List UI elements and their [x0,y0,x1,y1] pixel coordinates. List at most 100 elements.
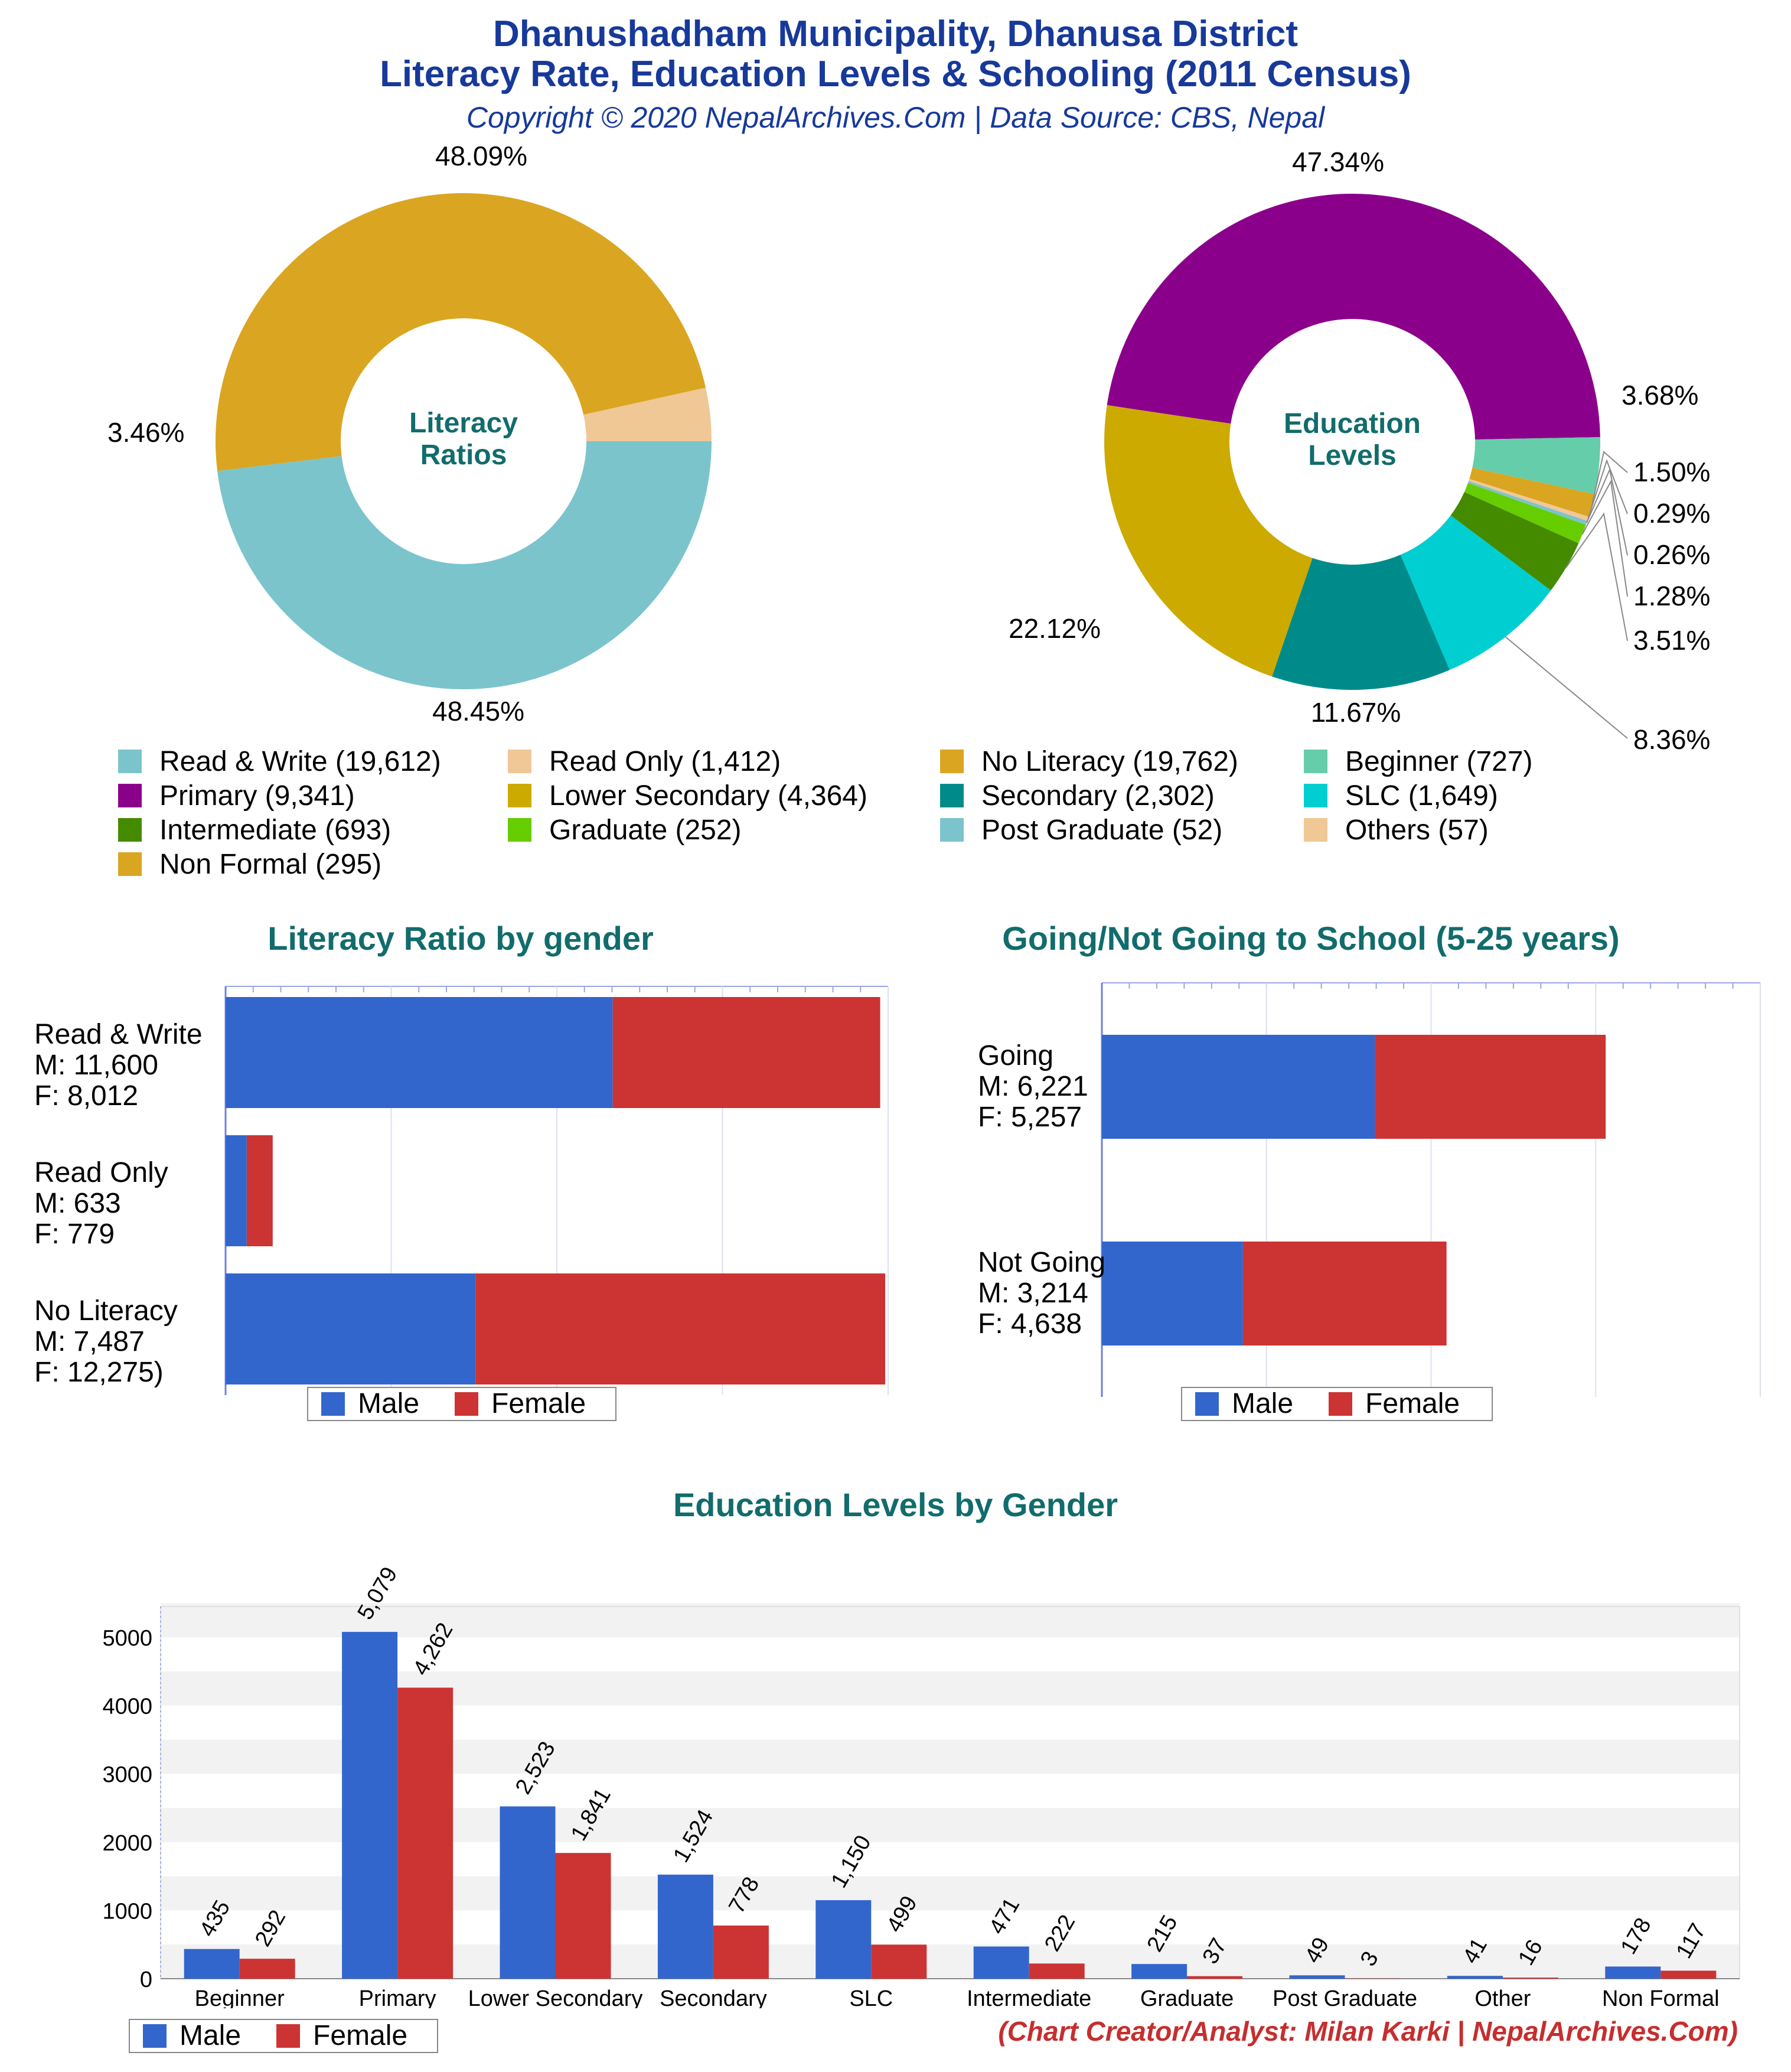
legend-item-no-literacy: No Literacy (19,762) [940,745,1238,778]
legend-item-secondary: Secondary (2,302) [940,780,1215,812]
legend-swatch [508,818,531,842]
bar-label-not-going: Not Going M: 3,214 F: 4,638 [978,1247,1106,1340]
bar-female-lower-secondary [555,1853,611,1979]
slice-graduate [1464,483,1586,543]
bar-male-read-write [226,997,613,1108]
y-tick-label: 4000 [102,1695,152,1719]
donut-center-label: Literacy [409,408,518,439]
legend-label: SLC (1,649) [1345,780,1498,812]
pct-label-graduate: 1.28% [1633,581,1710,611]
literacy-gender-title: Literacy Ratio by gender [267,920,654,957]
male-swatch [1195,1392,1219,1416]
legend-label: Read & Write (19,612) [159,746,441,777]
legend-swatch [940,784,964,807]
female-label: Female [1365,1388,1460,1419]
slice-no-literacy [216,193,706,471]
x-tick-label-other: Other [1474,1986,1531,2008]
legend-swatch [118,818,142,842]
bar-male-post-graduate [1289,1975,1345,1979]
bar-male-beginner [184,1949,240,1979]
grid-band [161,1603,1740,1637]
legend-swatch [940,818,964,842]
bar-male-slc [815,1900,872,1979]
male-swatch [321,1392,345,1416]
x-tick-label-slc: SLC [849,1986,893,2008]
slice-read-write [217,441,712,689]
x-tick-label-graduate: Graduate [1140,1986,1234,2008]
legend-item-slc: SLC (1,649) [1304,780,1498,812]
legend-label: Read Only (1,412) [549,746,781,777]
chart-subtitle: Copyright © 2020 NepalArchives.Com | Dat… [466,101,1325,134]
pct-label-no-literacy: 48.45% [432,696,524,726]
pct-label-primary: 47.34% [1292,146,1384,177]
donut-center-label: Ratios [420,439,507,471]
legend-item-read-only: Read Only (1,412) [508,745,781,778]
female-swatch [455,1392,479,1416]
legend-label: Others (57) [1345,815,1489,846]
legend-item-post-graduate: Post Graduate (52) [940,814,1222,846]
legend-item-intermediate: Intermediate (693) [118,814,391,846]
pct-label-read-write: 48.09% [435,141,527,171]
value-label-female-beginner: 292 [250,1906,291,1951]
legend-label: Intermediate (693) [159,815,392,846]
legend-swatch [118,784,142,807]
legend-swatch [940,750,964,773]
pct-label-beginner: 3.68% [1622,380,1698,411]
chart-title-line2: Literacy Rate, Education Levels & School… [380,54,1411,95]
legend-swatch [1304,784,1327,807]
slice-read-only [583,387,712,441]
school-going-title: Going/Not Going to School (5-25 years) [1002,920,1620,957]
bar-male-read-only [226,1135,247,1246]
pct-label-non-formal: 1.50% [1633,457,1710,487]
leader-line [1565,512,1628,641]
slice-others [1469,478,1589,522]
slice-intermediate [1450,492,1579,591]
x-tick-label-beginner: Beginner [195,1986,285,2008]
slice-non-formal [1469,467,1595,517]
bar-female-primary [397,1687,454,1979]
bar-male-not-going [1102,1242,1243,1346]
donut-center-label: Education [1284,408,1421,439]
x-tick-label-intermediate: Intermediate [967,1986,1091,2008]
legend-item-others: Others (57) [1304,814,1489,846]
bar-label-going: Going M: 6,221 F: 5,257 [978,1040,1088,1133]
legend-label: Post Graduate (52) [981,815,1223,846]
legend-label: Secondary (2,302) [981,780,1215,812]
legend-item-lower-secondary: Lower Secondary (4,364) [508,780,867,812]
male-label: Male [358,1388,420,1419]
slice-lower-secondary [1104,405,1313,677]
legend-swatch [1304,818,1327,842]
bar-female-read-write [612,997,880,1108]
pct-label-others: 0.29% [1633,498,1710,529]
legend-swatch [118,852,142,876]
pct-label-read-only: 3.46% [107,417,184,448]
bar-male-graduate [1131,1964,1188,1979]
slice-beginner [1472,437,1600,494]
male-label: Male [180,2020,242,2051]
leader-line [1505,636,1628,739]
education-gender-legend: Male Female [129,2019,438,2053]
pct-label-intermediate: 3.51% [1633,625,1710,656]
x-tick-label-post-graduate: Post Graduate [1273,1986,1417,2008]
bar-female-no-literacy [475,1273,886,1384]
x-tick-label-lower-secondary: Lower Secondary [468,1986,643,2008]
bar-male-intermediate [973,1946,1029,1979]
bar-female-other [1502,1977,1558,1979]
x-tick-label-secondary: Secondary [660,1986,767,2008]
bar-label-no-literacy: No Literacy M: 7,487 F: 12,275) [34,1295,178,1388]
bar-male-secondary [657,1874,713,1979]
bar-female-not-going [1242,1242,1447,1346]
legend-item-read-write: Read & Write (19,612) [118,745,441,778]
bar-label-read-only: Read Only M: 633 F: 779 [34,1157,168,1250]
bar-male-going [1102,1035,1375,1139]
slice-slc [1400,515,1551,670]
legend-label: Non Formal (295) [159,849,382,880]
slice-post-graduate [1468,481,1588,525]
male-label: Male [1232,1388,1294,1419]
bar-male-other [1447,1976,1503,1979]
pct-label-slc: 8.36% [1633,724,1710,755]
legend-item-non-formal: Non Formal (295) [118,848,381,881]
legend-item-graduate: Graduate (252) [508,814,742,846]
